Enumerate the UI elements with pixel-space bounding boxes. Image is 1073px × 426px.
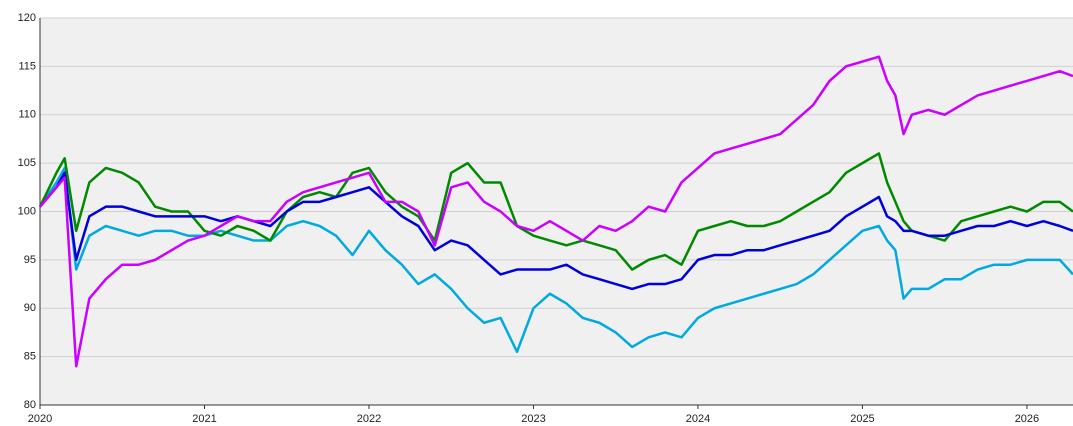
x-tick-label: 2021 [192,413,216,425]
y-tick-label: 80 [24,399,36,411]
series-line [38,152,1073,271]
x-tick-label: 2020 [28,413,52,425]
y-tick-label: 105 [18,157,36,169]
y-tick-label: 90 [24,302,36,314]
x-tick-label: 2024 [686,413,710,425]
series-line [39,171,1073,291]
y-tick-label: 85 [24,351,36,363]
y-tick-label: 95 [24,254,36,266]
x-tick-label: 2025 [850,413,874,425]
x-tick-label: 2026 [1015,413,1039,425]
x-tick-label: 2022 [357,413,381,425]
y-tick-label: 115 [18,60,36,72]
x-tick-label: 2023 [521,413,545,425]
y-tick-label: 110 [18,109,36,121]
series-line [39,55,1073,368]
y-tick-label: 120 [18,12,36,24]
y-tick-label: 100 [18,205,36,217]
